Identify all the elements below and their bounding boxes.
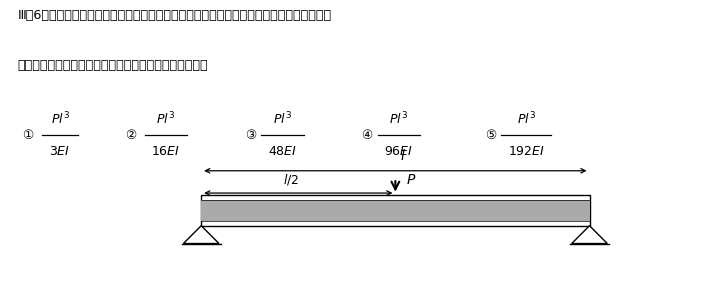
- Polygon shape: [184, 226, 219, 244]
- Text: ⑤: ⑤: [485, 129, 496, 142]
- Polygon shape: [572, 226, 607, 244]
- Text: $48EI$: $48EI$: [268, 145, 297, 158]
- Bar: [201, 200, 590, 221]
- Text: $Pl^3$: $Pl^3$: [157, 110, 175, 127]
- Text: $Pl^3$: $Pl^3$: [517, 110, 535, 127]
- Text: $Pl^3$: $Pl^3$: [390, 110, 408, 127]
- Text: $16EI$: $16EI$: [151, 145, 181, 158]
- Text: ②: ②: [125, 129, 136, 142]
- Text: $96EI$: $96EI$: [384, 145, 414, 158]
- Bar: [201, 195, 590, 226]
- Text: $l$: $l$: [400, 148, 405, 163]
- Text: Ⅲ－6　曲げ剛性がＥＩ，長さがｌである両端単純支持はりの中央に荷重Ｐが作用するとき: Ⅲ－6 曲げ剛性がＥＩ，長さがｌである両端単純支持はりの中央に荷重Ｐが作用すると…: [18, 9, 332, 22]
- Text: ③: ③: [245, 129, 256, 142]
- Text: $192EI$: $192EI$: [508, 145, 544, 158]
- Text: ①: ①: [23, 129, 34, 142]
- Text: $P$: $P$: [406, 173, 417, 187]
- Text: $Pl^3$: $Pl^3$: [273, 110, 292, 127]
- Text: $3EI$: $3EI$: [49, 145, 71, 158]
- Text: ④: ④: [361, 129, 373, 142]
- Text: の荷重点のたわみとして，最も適切なものはどれか。: の荷重点のたわみとして，最も適切なものはどれか。: [18, 59, 208, 72]
- Text: $l/2$: $l/2$: [283, 172, 299, 187]
- Text: $Pl^3$: $Pl^3$: [51, 110, 69, 127]
